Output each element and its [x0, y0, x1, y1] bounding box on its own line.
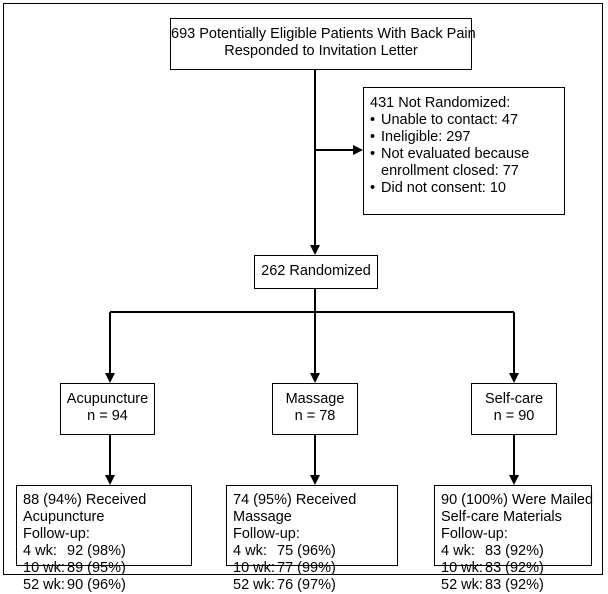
arm-name: Massage — [285, 391, 345, 407]
outcome-self-care-box: 90 (100%) Were Mailed Self-care Material… — [434, 485, 594, 593]
arm-massage-box: Massage n = 78 — [272, 383, 358, 435]
enrolled-line-1: 693 Potentially Eligible Patients With B… — [171, 26, 476, 42]
followup-row: 4 wk: 83 (92%) — [441, 543, 544, 559]
received-line-2: Massage — [233, 509, 292, 525]
followup-row: 10 wk: 83 (92%) — [441, 560, 544, 576]
exclusion-item: • Ineligible: 297 — [370, 129, 471, 145]
received-line-1: 74 (95%) Received — [233, 492, 357, 508]
arm-n: n = 90 — [493, 408, 535, 424]
outcome-acupuncture-box: 88 (94%) Received Acupuncture Follow-up:… — [16, 485, 192, 593]
arm-self-care-box: Self-care n = 90 — [471, 383, 557, 435]
received-line-2: Acupuncture — [23, 509, 105, 525]
not-randomized-title: 431 Not Randomized: — [370, 95, 511, 111]
received-line-1: 90 (100%) Were Mailed — [441, 492, 594, 508]
enrolled-box: 693 Potentially Eligible Patients With B… — [170, 18, 476, 70]
exclusion-item-continued: enrollment closed: 77 — [381, 163, 519, 179]
diagram-frame — [3, 3, 603, 575]
followup-row: 10 wk: 77 (99%) — [233, 560, 336, 576]
randomized-label: 262 Randomized — [261, 263, 371, 279]
arm-acupuncture-box: Acupuncture n = 94 — [60, 383, 155, 435]
followup-label: Follow-up: — [233, 526, 300, 542]
followup-row: 52 wk: 83 (92%) — [441, 577, 544, 593]
flow-connectors — [105, 70, 519, 485]
followup-row: 4 wk: 92 (98%) — [23, 543, 126, 559]
enrolled-line-2: Responded to Invitation Letter — [224, 43, 418, 59]
followup-row: 10 wk: 89 (95%) — [23, 560, 126, 576]
followup-label: Follow-up: — [23, 526, 90, 542]
exclusion-item: • Not evaluated because — [370, 146, 530, 162]
arm-name: Acupuncture — [66, 391, 149, 407]
randomized-box: 262 Randomized — [254, 255, 378, 289]
followup-row: 4 wk: 75 (96%) — [233, 543, 336, 559]
exclusion-item: • Did not consent: 10 — [370, 180, 506, 196]
received-line-2: Self-care Materials — [441, 509, 562, 525]
followup-label: Follow-up: — [441, 526, 508, 542]
arm-n: n = 94 — [87, 408, 128, 424]
arm-name: Self-care — [484, 391, 544, 407]
outcome-massage-box: 74 (95%) Received Massage Follow-up: 4 w… — [226, 485, 398, 593]
followup-row: 52 wk: 76 (97%) — [233, 577, 336, 593]
exclusion-item: • Unable to contact: 47 — [370, 112, 519, 128]
received-line-1: 88 (94%) Received — [23, 492, 147, 508]
not-randomized-box: 431 Not Randomized: • Unable to contact: … — [363, 87, 565, 215]
arm-n: n = 78 — [294, 408, 336, 424]
followup-row: 52 wk: 90 (96%) — [23, 577, 126, 593]
